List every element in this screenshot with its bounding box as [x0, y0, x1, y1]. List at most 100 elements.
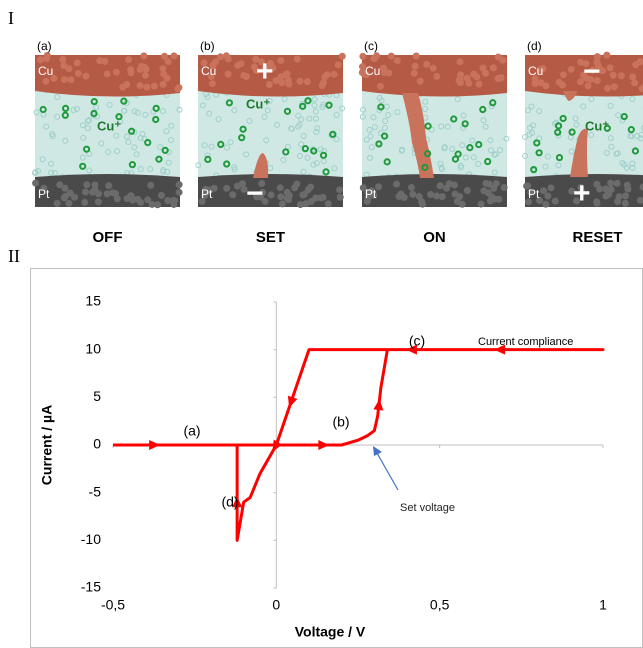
- matrix-dot: [317, 146, 324, 153]
- matrix-dot: [84, 125, 91, 132]
- cu-atom: [42, 77, 50, 85]
- pt-atom: [607, 185, 615, 193]
- cu-atom: [489, 64, 497, 72]
- matrix-dot: [457, 162, 464, 169]
- cu-atom: [43, 51, 51, 59]
- pt-atom: [109, 189, 117, 197]
- matrix-dot: [460, 112, 467, 119]
- cu-atom: [584, 82, 592, 90]
- panel-tag: (a): [37, 39, 52, 53]
- pt-atom: [285, 196, 293, 204]
- cu-ion: [319, 151, 328, 159]
- cu-atom: [456, 58, 464, 66]
- matrix-dot: [312, 108, 319, 115]
- matrix-dot: [488, 147, 495, 154]
- cu-atom: [272, 77, 280, 85]
- cu-ion: [79, 162, 87, 170]
- cu-atom: [60, 76, 68, 84]
- matrix-dot: [295, 123, 302, 130]
- pt-atom: [621, 192, 629, 200]
- matrix-dot: [139, 131, 146, 138]
- matrix-dot: [371, 124, 378, 131]
- matrix-dot: [311, 96, 318, 103]
- cu-atom: [610, 83, 618, 91]
- cu-ion: [310, 147, 318, 155]
- pt-atom: [463, 186, 471, 194]
- cu-atom: [636, 58, 643, 66]
- cu-atom: [160, 52, 168, 60]
- cu-ion: [152, 104, 160, 112]
- pt-atom: [134, 195, 142, 203]
- cu-atom: [358, 63, 366, 71]
- cu-ion: [466, 144, 474, 152]
- cu-ion: [115, 113, 123, 121]
- y-axis-title: Current / µA: [39, 405, 55, 485]
- cu-atom: [82, 72, 90, 80]
- matrix-dot: [359, 113, 366, 120]
- matrix-dot: [497, 147, 504, 154]
- matrix-dot: [542, 163, 549, 170]
- pt-atom: [319, 193, 327, 201]
- matrix-dot: [310, 161, 317, 168]
- cu-atom: [282, 71, 290, 79]
- matrix-dot: [438, 164, 445, 171]
- matrix-dot: [125, 138, 132, 145]
- cu-atom: [576, 78, 584, 86]
- cu-atom: [604, 84, 612, 92]
- panel-tag: (b): [200, 39, 215, 53]
- matrix-dot: [572, 115, 579, 122]
- cu-ion: [554, 122, 563, 130]
- cu-ion: [568, 128, 576, 136]
- cu-atom: [200, 59, 208, 67]
- matrix-dot: [142, 111, 149, 118]
- cu-atom: [125, 56, 133, 64]
- matrix-dot: [488, 103, 495, 110]
- matrix-dot: [555, 162, 562, 169]
- cu-atom: [101, 57, 109, 65]
- pt-atom: [261, 197, 269, 205]
- matrix-dot: [160, 168, 167, 175]
- cu-ion: [322, 168, 330, 176]
- cu-atom: [387, 52, 395, 60]
- pt-atom: [148, 200, 156, 208]
- matrix-dot: [134, 109, 141, 116]
- cu-atom: [59, 56, 67, 64]
- matrix-dot: [273, 121, 280, 128]
- y-tick-label: 5: [93, 388, 101, 404]
- matrix-dot: [422, 106, 429, 113]
- cu-atom: [119, 83, 127, 91]
- matrix-dot: [73, 105, 80, 112]
- panel-tag: (d): [527, 39, 542, 53]
- pt-atom: [267, 191, 275, 199]
- pt-atom: [364, 189, 372, 197]
- cu-atom: [174, 85, 182, 93]
- pt-atom: [336, 186, 344, 194]
- filament: [570, 128, 588, 177]
- matrix-dot: [462, 154, 469, 161]
- pt-atom: [276, 184, 284, 192]
- cu-atom: [497, 74, 505, 82]
- pt-atom: [103, 190, 111, 198]
- pt-atom: [291, 184, 299, 192]
- polarity-sign: +: [256, 55, 274, 88]
- matrix-dot: [261, 113, 268, 120]
- annotation: Set voltage: [400, 502, 455, 514]
- ion-label: Cu⁺: [246, 96, 270, 111]
- cu-ion: [238, 134, 246, 142]
- matrix-dot: [363, 136, 370, 143]
- matrix-dot: [163, 128, 170, 135]
- illustration: [32, 51, 183, 209]
- cu-atom: [257, 58, 265, 66]
- matrix-dot: [522, 133, 529, 140]
- pt-atom: [527, 188, 535, 196]
- pt-atom: [83, 181, 91, 189]
- cu-ion: [421, 163, 429, 172]
- polarity-sign: +: [573, 177, 591, 210]
- pt-atom: [144, 196, 152, 204]
- matrix-dot: [208, 143, 215, 150]
- matrix-dot: [224, 144, 231, 151]
- cu-atom: [74, 69, 82, 77]
- matrix-dot: [157, 144, 164, 151]
- cu-atom: [376, 82, 384, 90]
- cu-atom: [209, 61, 217, 69]
